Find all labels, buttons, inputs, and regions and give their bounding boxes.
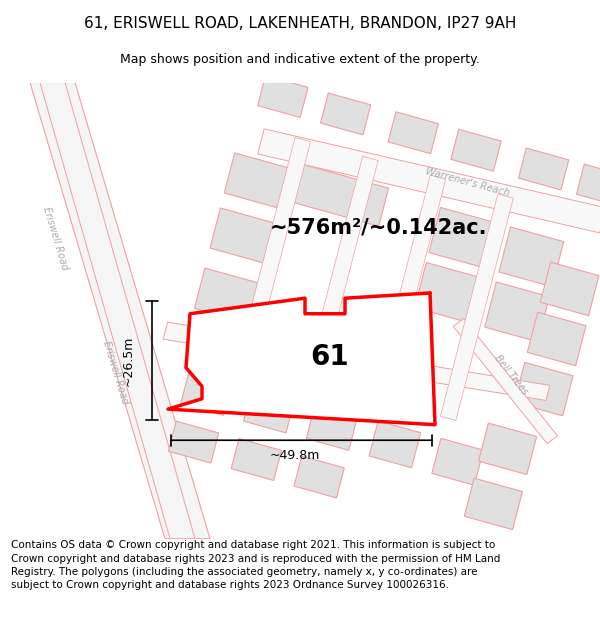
Polygon shape — [163, 322, 550, 401]
Text: ~576m²/~0.142ac.: ~576m²/~0.142ac. — [270, 217, 487, 238]
Polygon shape — [518, 148, 569, 190]
Text: Eriswell Road: Eriswell Road — [41, 205, 70, 271]
Polygon shape — [257, 129, 600, 233]
Text: ~26.5m: ~26.5m — [121, 335, 134, 386]
Polygon shape — [440, 194, 514, 421]
Polygon shape — [294, 456, 344, 498]
Polygon shape — [210, 208, 274, 263]
Polygon shape — [453, 319, 557, 444]
Polygon shape — [373, 175, 446, 402]
Polygon shape — [479, 423, 536, 474]
Polygon shape — [258, 76, 308, 118]
Text: Map shows position and indicative extent of the property.: Map shows position and indicative extent… — [120, 53, 480, 66]
Polygon shape — [30, 82, 210, 539]
Text: Bell Trees: Bell Trees — [493, 352, 530, 397]
Polygon shape — [306, 404, 358, 451]
Text: Bell Trees: Bell Trees — [315, 349, 364, 369]
Polygon shape — [415, 262, 484, 324]
Polygon shape — [485, 282, 550, 342]
Polygon shape — [169, 421, 218, 463]
Text: Eriswell Road: Eriswell Road — [101, 340, 130, 406]
Text: ~49.8m: ~49.8m — [270, 449, 320, 462]
Polygon shape — [238, 138, 311, 364]
Polygon shape — [181, 369, 232, 416]
Polygon shape — [577, 164, 600, 206]
Polygon shape — [305, 156, 378, 383]
Polygon shape — [369, 421, 421, 468]
Text: Warrener's Reach: Warrener's Reach — [425, 166, 511, 198]
Polygon shape — [168, 293, 435, 425]
Polygon shape — [499, 227, 564, 287]
Text: 61: 61 — [311, 343, 349, 371]
Text: Contains OS data © Crown copyright and database right 2021. This information is : Contains OS data © Crown copyright and d… — [11, 541, 500, 590]
Polygon shape — [224, 153, 288, 208]
Polygon shape — [194, 268, 258, 323]
Polygon shape — [514, 362, 573, 416]
Polygon shape — [451, 129, 501, 171]
Polygon shape — [527, 312, 586, 366]
Text: 61, ERISWELL ROAD, LAKENHEATH, BRANDON, IP27 9AH: 61, ERISWELL ROAD, LAKENHEATH, BRANDON, … — [84, 16, 516, 31]
Polygon shape — [388, 112, 439, 154]
Polygon shape — [320, 93, 371, 135]
Polygon shape — [432, 438, 484, 485]
Polygon shape — [231, 439, 281, 481]
Polygon shape — [282, 161, 389, 226]
Polygon shape — [429, 208, 499, 269]
Polygon shape — [464, 478, 523, 529]
Polygon shape — [244, 386, 295, 433]
Polygon shape — [540, 262, 599, 316]
